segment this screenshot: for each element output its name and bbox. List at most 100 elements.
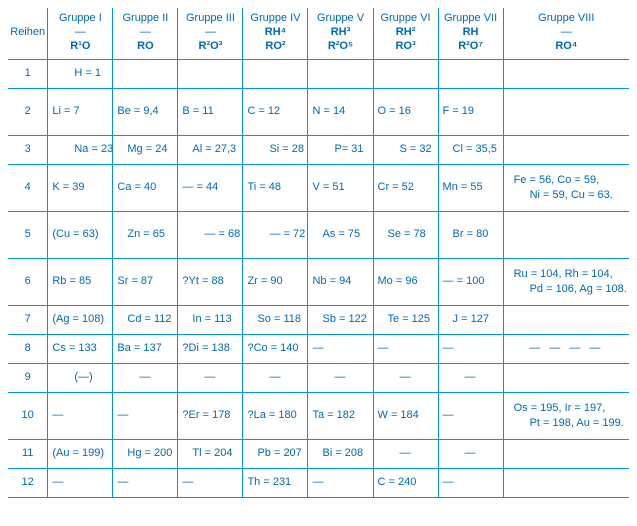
header-col-4: Gruppe IVRH⁴RO²: [243, 8, 308, 60]
cell-value: (Cu = 63): [48, 223, 112, 247]
table-cell: —: [438, 469, 503, 498]
row-number: 5: [8, 212, 48, 259]
table-cell: —: [113, 393, 178, 440]
table-cell: —: [48, 393, 113, 440]
table-cell: Os = 195, Ir = 197,Pt = 198, Au = 199.: [503, 393, 629, 440]
header-group-label: Gruppe VI: [376, 12, 436, 26]
cell-value: Hg = 200: [113, 442, 177, 466]
header-col-2: Gruppe II—RO: [113, 8, 178, 60]
cell-value: C = 240: [374, 471, 438, 495]
header-group-label: Gruppe III: [180, 12, 240, 26]
table-cell: —: [438, 440, 503, 469]
table-cell: ?Di = 138: [178, 335, 243, 364]
cell-value: —: [439, 471, 503, 495]
table-body: 1H = 12Li = 7Be = 9,4B = 11C = 12N = 14O…: [8, 60, 629, 498]
cell-value: [439, 69, 503, 79]
cell-value: [113, 69, 177, 79]
table-cell: [503, 136, 629, 165]
header-ro: RO: [115, 40, 175, 54]
table-cell: Hg = 200: [113, 440, 178, 469]
header-ro: R²O⁷: [441, 40, 501, 54]
table-cell: Te = 125: [373, 306, 438, 335]
cell-value: O = 16: [374, 100, 438, 124]
table-cell: —: [243, 364, 308, 393]
cell-value: S = 32: [374, 138, 438, 162]
header-dash: —: [506, 26, 627, 40]
table-cell: H = 1: [48, 60, 113, 89]
cell-value: [308, 69, 372, 79]
cell-value: [243, 69, 307, 79]
table-cell: Cl = 35,5: [438, 136, 503, 165]
table-cell: Rb = 85: [48, 259, 113, 306]
table-cell: V = 51: [308, 165, 373, 212]
row-number: 11: [8, 440, 48, 469]
table-cell: [178, 60, 243, 89]
cell-value: Ti = 48: [243, 176, 307, 200]
header-col-1: Gruppe I—R¹O: [48, 8, 113, 60]
table-cell: Br = 80: [438, 212, 503, 259]
cell-value: [504, 145, 629, 155]
header-group-label: Gruppe V: [310, 12, 370, 26]
cell-value: Li = 7: [48, 100, 112, 124]
cell-value: P= 31: [308, 138, 372, 162]
cell-value: Na = 23: [48, 138, 112, 162]
table-cell: Na = 23: [48, 136, 113, 165]
table-row: 6Rb = 85Sr = 87?Yt = 88Zr = 90Nb = 94Mo …: [8, 259, 629, 306]
table-cell: O = 16: [373, 89, 438, 136]
table-cell: Ti = 48: [243, 165, 308, 212]
table-cell: ?Co = 140: [243, 335, 308, 364]
cell-value: Zr = 90: [243, 270, 307, 294]
cell-value: Pb = 207: [243, 442, 307, 466]
cell-value: —: [308, 366, 372, 390]
cell-value: Cd = 112: [113, 308, 177, 332]
table-cell: Nb = 94: [308, 259, 373, 306]
cell-value: Cl = 35,5: [439, 138, 503, 162]
table-cell: P= 31: [308, 136, 373, 165]
table-cell: [503, 364, 629, 393]
table-cell: —: [308, 364, 373, 393]
table-cell: —: [178, 469, 243, 498]
header-reihen: Reihen: [8, 8, 48, 60]
table-row: 1H = 1: [8, 60, 629, 89]
table-cell: Cd = 112: [113, 306, 178, 335]
cell-value: Os = 195, Ir = 197,Pt = 198, Au = 199.: [504, 397, 629, 435]
cell-value: —: [243, 366, 307, 390]
table-cell: Bi = 208: [308, 440, 373, 469]
cell-value: — = 68: [178, 223, 242, 247]
table-row: 9(—)——————: [8, 364, 629, 393]
cell-value: Th = 231: [243, 471, 307, 495]
table-cell: —: [178, 364, 243, 393]
table-cell: [373, 60, 438, 89]
cell-value: —: [308, 471, 372, 495]
cell-value: Ca = 40: [113, 176, 177, 200]
table-cell: ?Er = 178: [178, 393, 243, 440]
table-cell: So = 118: [243, 306, 308, 335]
table-cell: C = 12: [243, 89, 308, 136]
table-cell: — = 72: [243, 212, 308, 259]
header-row: Reihen Gruppe I—R¹O Gruppe II—RO Gruppe …: [8, 8, 629, 60]
table-row: 3Na = 23Mg = 24Al = 27,3Si = 28P= 31S = …: [8, 136, 629, 165]
row-number: 1: [8, 60, 48, 89]
row-number: 12: [8, 469, 48, 498]
table-cell: Se = 78: [373, 212, 438, 259]
cell-value: Ba = 137: [113, 337, 177, 361]
header-ro: R²O⁵: [310, 40, 370, 54]
table-cell: Fe = 56, Co = 59,Ni = 59, Cu = 63.: [503, 165, 629, 212]
table-cell: W = 184: [373, 393, 438, 440]
table-cell: K = 39: [48, 165, 113, 212]
table-cell: Li = 7: [48, 89, 113, 136]
cell-value: [504, 373, 629, 383]
table-cell: —: [48, 469, 113, 498]
row-number: 6: [8, 259, 48, 306]
header-col-8: Gruppe VIII—RO⁴: [503, 8, 629, 60]
table-cell: Ca = 40: [113, 165, 178, 212]
table-cell: —: [308, 469, 373, 498]
table-row: 8Cs = 133Ba = 137?Di = 138?Co = 140———— …: [8, 335, 629, 364]
cell-value: Be = 9,4: [113, 100, 177, 124]
header-group-label: Gruppe I: [50, 12, 110, 26]
table-cell: Th = 231: [243, 469, 308, 498]
table-cell: —: [438, 393, 503, 440]
cell-value: N = 14: [308, 100, 372, 124]
table-cell: (Cu = 63): [48, 212, 113, 259]
cell-value: Mn = 55: [439, 176, 503, 200]
